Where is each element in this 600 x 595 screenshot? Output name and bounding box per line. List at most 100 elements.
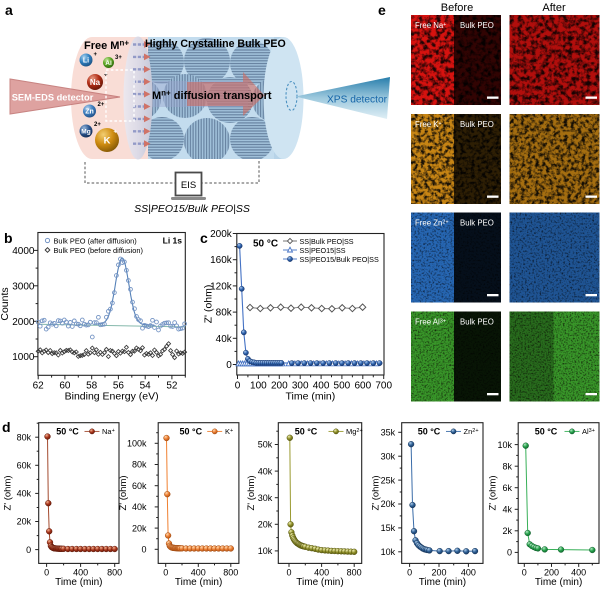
svg-text:0: 0 (163, 568, 168, 578)
svg-text:20k: 20k (17, 517, 32, 527)
svg-text:Zn: Zn (85, 109, 94, 116)
svg-text:K+: K+ (225, 427, 233, 436)
svg-text:EIS: EIS (181, 180, 196, 191)
svg-text:Bulk PEO: Bulk PEO (460, 21, 494, 30)
svg-text:300: 300 (292, 380, 309, 391)
svg-text:Free K+: Free K+ (415, 120, 442, 129)
svg-text:Z' (ohm): Z' (ohm) (487, 475, 498, 510)
svg-text:400: 400 (313, 380, 330, 391)
svg-text:+: + (114, 130, 118, 136)
svg-text:0: 0 (26, 545, 31, 555)
svg-text:0: 0 (44, 568, 49, 578)
svg-text:Time (min): Time (min) (419, 577, 466, 588)
svg-text:40k: 40k (17, 489, 32, 499)
svg-text:Bulk PEO: Bulk PEO (460, 120, 494, 129)
svg-text:200: 200 (271, 380, 288, 391)
svg-text:0: 0 (407, 568, 412, 578)
svg-text:800: 800 (107, 568, 122, 578)
svg-text:Na+: Na+ (102, 427, 115, 436)
svg-text:56: 56 (113, 380, 125, 391)
svg-text:Time (min): Time (min) (175, 577, 222, 588)
svg-text:20k: 20k (132, 523, 147, 533)
svg-text:50 °C: 50 °C (295, 426, 318, 436)
svg-text:Highly Crystalline Bulk PEO: Highly Crystalline Bulk PEO (145, 38, 286, 50)
svg-text:20k: 20k (381, 499, 396, 509)
svg-text:54: 54 (140, 380, 152, 391)
svg-text:Z' (ohm): Z' (ohm) (203, 285, 215, 324)
svg-text:Zn2+: Zn2+ (464, 427, 479, 436)
svg-text:50 °C: 50 °C (418, 426, 441, 436)
svg-text:Binding Energy (eV): Binding Energy (eV) (65, 390, 159, 402)
svg-text:60: 60 (59, 380, 71, 391)
svg-text:400: 400 (191, 568, 206, 578)
svg-text:50 °C: 50 °C (56, 426, 79, 436)
svg-text:800: 800 (347, 568, 362, 578)
svg-text:35k: 35k (381, 428, 396, 438)
svg-text:400: 400 (461, 568, 476, 578)
svg-text:160k: 160k (210, 255, 233, 266)
svg-text:e: e (378, 2, 386, 18)
svg-text:120k: 120k (210, 281, 233, 292)
svg-text:d: d (2, 419, 11, 435)
svg-text:700: 700 (375, 380, 392, 391)
svg-text:Bulk PEO: Bulk PEO (460, 318, 494, 327)
svg-text:20k: 20k (258, 520, 273, 530)
svg-text:0: 0 (286, 568, 291, 578)
svg-text:52: 52 (166, 380, 178, 391)
svg-text:6k: 6k (502, 483, 512, 493)
svg-text:Before: Before (441, 2, 473, 14)
svg-text:0: 0 (226, 360, 232, 371)
svg-text:Time (min): Time (min) (286, 390, 336, 402)
svg-text:Time (min): Time (min) (535, 577, 582, 588)
svg-text:15k: 15k (381, 523, 396, 533)
svg-text:Mg: Mg (81, 128, 90, 135)
svg-text:Z' (ohm): Z' (ohm) (371, 475, 382, 510)
svg-text:+: + (104, 73, 108, 79)
svg-text:SEM-EDS detector: SEM-EDS detector (12, 93, 94, 103)
svg-text:K: K (104, 135, 111, 146)
svg-text:80k: 80k (132, 460, 147, 470)
svg-text:Free Al3+: Free Al3+ (415, 318, 446, 327)
svg-text:60k: 60k (17, 461, 32, 471)
svg-text:80k: 80k (17, 432, 32, 442)
svg-text:40k: 40k (132, 502, 147, 512)
svg-text:40k: 40k (216, 334, 233, 345)
svg-text:a: a (5, 2, 13, 18)
svg-text:Z' (ohm): Z' (ohm) (246, 475, 257, 510)
svg-text:SS|PEO15|SS: SS|PEO15|SS (300, 246, 346, 255)
svg-text:After: After (542, 2, 566, 14)
svg-text:50 °C: 50 °C (253, 238, 278, 249)
svg-text:Na: Na (90, 78, 101, 87)
svg-text:SS|Bulk PEO|SS: SS|Bulk PEO|SS (300, 237, 354, 246)
svg-text:4000: 4000 (12, 246, 35, 257)
svg-text:200: 200 (431, 568, 446, 578)
svg-text:Z' (ohm): Z' (ohm) (118, 475, 129, 510)
svg-text:60k: 60k (132, 481, 147, 491)
svg-text:3+: 3+ (115, 55, 122, 61)
svg-text:Mn+ diffusion transport: Mn+ diffusion transport (152, 89, 272, 103)
svg-text:0: 0 (522, 568, 527, 578)
svg-text:Li 1s: Li 1s (163, 236, 183, 246)
svg-text:Free Mn+: Free Mn+ (84, 39, 129, 53)
svg-text:Li: Li (83, 58, 89, 65)
svg-text:3000: 3000 (12, 281, 35, 292)
svg-text:80k: 80k (216, 308, 233, 319)
svg-text:1000: 1000 (12, 352, 35, 363)
svg-text:Mg2+: Mg2+ (346, 427, 363, 436)
svg-text:200k: 200k (210, 229, 233, 240)
svg-text:Time (min): Time (min) (55, 577, 102, 588)
svg-text:2+: 2+ (94, 122, 101, 128)
svg-text:Bulk PEO (after diffusion): Bulk PEO (after diffusion) (54, 236, 137, 245)
svg-text:SS|PEO15/Bulk PEO|SS: SS|PEO15/Bulk PEO|SS (300, 255, 379, 264)
svg-text:Time (min): Time (min) (296, 577, 343, 588)
svg-text:50k: 50k (258, 440, 273, 450)
svg-text:2000: 2000 (12, 317, 35, 328)
svg-text:Z' (ohm): Z' (ohm) (3, 475, 14, 510)
svg-text:600: 600 (354, 380, 371, 391)
svg-text:58: 58 (86, 380, 98, 391)
svg-text:4k: 4k (502, 505, 512, 515)
svg-text:SS|PEO15/Bulk PEO|SS: SS|PEO15/Bulk PEO|SS (134, 203, 250, 215)
svg-text:XPS detector: XPS detector (327, 95, 388, 106)
svg-text:Counts: Counts (0, 287, 11, 320)
svg-text:Bulk PEO (before diffusion): Bulk PEO (before diffusion) (54, 246, 143, 255)
